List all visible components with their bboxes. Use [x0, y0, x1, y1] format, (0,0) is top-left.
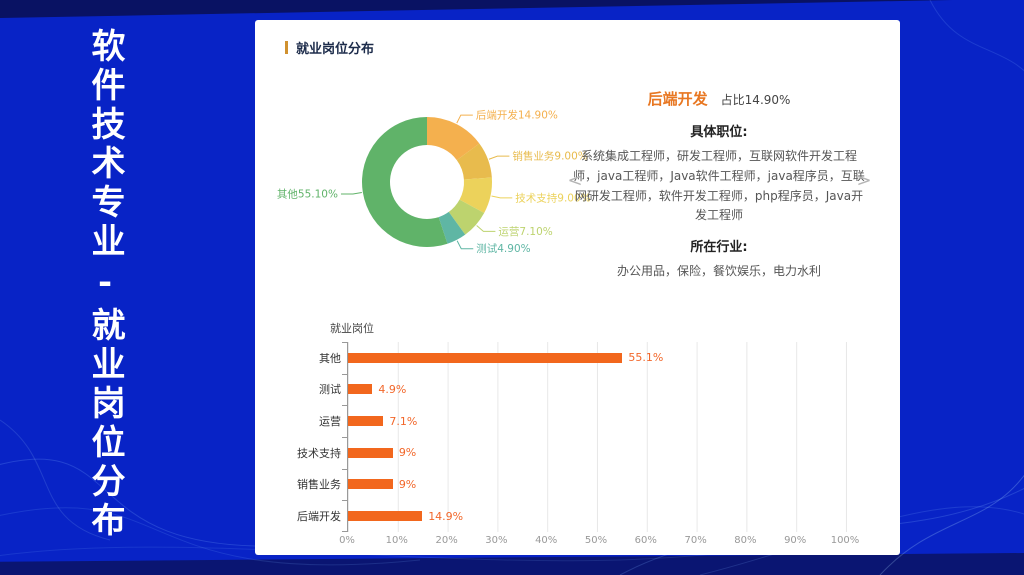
detail-title-row: 后端开发 占比14.90% — [573, 88, 865, 109]
donut-chart: 后端开发14.90% 销售业务9.00% 技术支持9.00% 运营7.10% 测试4.9… — [255, 90, 600, 295]
donut-label: 测试4.90% — [476, 242, 530, 255]
x-axis-tick-label: 20% — [435, 535, 458, 546]
donut-slice-其他[interactable] — [361, 117, 448, 247]
industries-text: 办公用品，保险，餐饮娱乐，电力水利 — [616, 264, 821, 279]
bar-value-label: 9% — [398, 477, 417, 491]
donut-leader-line — [491, 195, 513, 199]
detail-category-title: 后端开发 — [647, 90, 708, 108]
industries-heading: 所在行业: — [690, 240, 748, 256]
donut-leader-line — [488, 155, 510, 160]
bar-销售业务[interactable] — [348, 479, 393, 490]
x-axis-tick-label: 80% — [734, 535, 757, 546]
bar-category-label: 销售业务 — [297, 478, 341, 492]
donut-leader-line — [456, 240, 474, 250]
bar-chart: 就业岗位 其他测试运营技术支持销售业务后端开发 55.1% 4.9% 7.1% 9% 9… — [255, 320, 875, 555]
bar-value-label: 14.9% — [428, 509, 464, 523]
bar-category-label: 运营 — [319, 415, 341, 429]
x-axis-tick-label: 30% — [485, 535, 508, 546]
bar-测试[interactable] — [348, 384, 373, 395]
bar-row: 55.1% — [348, 342, 846, 374]
donut-slice-销售业务[interactable] — [456, 143, 492, 180]
donut-slice-技术支持[interactable] — [459, 177, 492, 213]
panel-header-title: 就业岗位分布 — [296, 42, 375, 57]
bar-row: 9% — [348, 469, 846, 501]
bar-categories: 其他测试运营技术支持销售业务后端开发 — [255, 342, 341, 532]
donut-slice-测试[interactable] — [438, 211, 466, 244]
bar-value-label: 7.1% — [389, 414, 418, 428]
bar-category-label: 测试 — [319, 383, 341, 397]
donut-leader-line — [476, 225, 496, 232]
bar-row: 9% — [348, 437, 846, 469]
donut-leader-line — [340, 192, 362, 195]
detail-share-label: 占比14.90% — [720, 93, 791, 107]
bar-value-label: 9% — [398, 446, 417, 460]
slide-vertical-title: 软件技术专业-就业岗位分布 — [85, 28, 125, 541]
panel-header: 就业岗位分布 — [285, 38, 374, 57]
x-axis-tick-label: 100% — [830, 535, 860, 546]
positions-heading: 具体职位: — [690, 125, 748, 140]
y-axis-tick — [342, 373, 348, 375]
bar-row: 7.1% — [348, 405, 846, 437]
y-axis-tick — [342, 531, 348, 532]
bar-row: 4.9% — [348, 374, 846, 406]
bar-row: 14.9% — [348, 500, 846, 532]
x-axis-tick-label: 50% — [584, 535, 608, 546]
positions-text: 系统集成工程师，研发工程师，互联网软件开发工程师，java工程师，Java软件工… — [573, 149, 865, 223]
x-axis-tick-label: 0% — [339, 535, 355, 546]
content-panel: 就业岗位分布 后端开发14.90% 销售业务9.00% 技术支持9.00% 运营7.1… — [255, 20, 900, 555]
y-axis-tick — [342, 405, 348, 407]
bar-category-label: 技术支持 — [297, 446, 341, 460]
bar-其他[interactable] — [348, 352, 623, 363]
x-axis-tick-label: 90% — [784, 535, 807, 546]
carousel-prev-arrow[interactable]: < — [567, 170, 583, 191]
donut-label: 销售业务9.00% — [512, 150, 587, 163]
y-axis-tick — [342, 437, 348, 438]
bottom-navy-band — [0, 553, 1024, 575]
header-accent-bar — [285, 41, 288, 54]
donut-label: 其他55.10% — [277, 187, 338, 200]
donut-label: 后端开发14.90% — [476, 109, 558, 122]
donut-label: 运营7.10% — [498, 225, 552, 238]
x-axis-tick-label: 60% — [634, 535, 657, 546]
bar-技术支持[interactable] — [348, 447, 393, 458]
bar-category-label: 其他 — [319, 351, 341, 365]
x-axis-tick-label: 70% — [684, 535, 707, 546]
y-axis-tick — [342, 500, 348, 502]
x-axis-tick-label: 40% — [535, 535, 558, 546]
bar-category-label: 后端开发 — [297, 510, 341, 524]
donut-leader-line — [456, 114, 473, 124]
bar-value-label: 55.1% — [628, 351, 664, 365]
detail-card: 后端开发 占比14.90% 具体职位: 系统集成工程师，研发工程师，互联网软件开… — [573, 88, 865, 282]
top-navy-band — [0, 0, 953, 18]
y-axis-tick — [342, 468, 348, 470]
donut-slice-后端开发[interactable] — [427, 117, 480, 161]
donut-label: 技术支持9.00% — [515, 191, 590, 204]
bar-chart-title: 就业岗位 — [330, 322, 374, 335]
x-axis-tick-label: 10% — [385, 535, 408, 546]
bar-plot: 55.1% 4.9% 7.1% 9% 9% 14.9% — [342, 342, 847, 532]
bar-运营[interactable] — [348, 416, 384, 427]
bar-xticks: 0% 10% 20% 30% 40% 50% 60% 70% 80% 90% 100% — [339, 535, 859, 551]
bar-value-label: 4.9% — [378, 382, 407, 396]
donut-slice-运营[interactable] — [448, 199, 485, 235]
carousel-next-arrow[interactable]: > — [856, 170, 872, 191]
y-axis-tick — [342, 342, 348, 343]
donut-svg: 后端开发14.90% 销售业务9.00% 技术支持9.00% 运营7.10% 测试4.9… — [277, 109, 591, 256]
bar-后端开发[interactable] — [348, 511, 423, 522]
